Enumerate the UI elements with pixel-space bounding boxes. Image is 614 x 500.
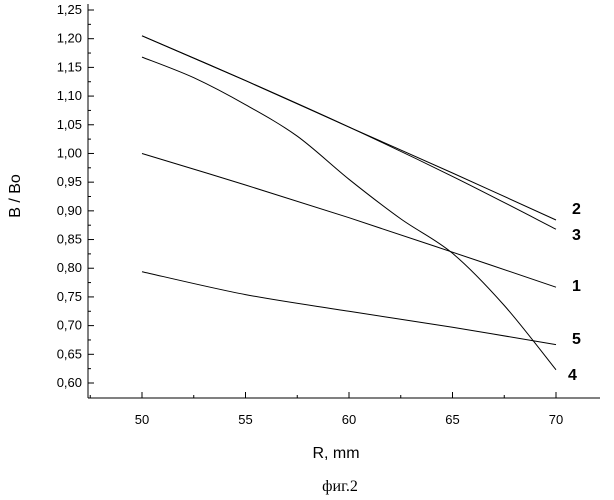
series-label-2: 2 [572, 201, 581, 218]
x-tick-label: 50 [135, 412, 149, 427]
x-tick-label: 70 [549, 412, 563, 427]
series-line-3 [142, 36, 556, 229]
series-line-5 [142, 272, 556, 345]
series-line-4 [142, 57, 556, 370]
y-tick-label: 0,60 [57, 375, 82, 390]
y-tick-label: 1,15 [57, 59, 82, 74]
series-line-1 [142, 154, 556, 288]
y-tick-label: 0,75 [57, 289, 82, 304]
series-label-3: 3 [572, 227, 581, 244]
series-lines [142, 36, 556, 370]
series-label-5: 5 [572, 331, 581, 348]
y-tick-label: 1,00 [57, 145, 82, 160]
y-tick-label: 0,65 [57, 346, 82, 361]
y-tick-label: 1,05 [57, 117, 82, 132]
axes: 0,60 0,65 0,70 0,75 0,80 0,85 0,90 0,95 1,00 1,05… [57, 2, 600, 427]
x-tick-label: 55 [238, 412, 252, 427]
y-axis-title: B / Bo [7, 174, 24, 218]
x-tick-label: 65 [445, 412, 459, 427]
y-tick-label: 1,20 [57, 31, 82, 46]
y-tick-label: 0,95 [57, 174, 82, 189]
y-tick-label: 0,70 [57, 318, 82, 333]
x-tick-label: 60 [342, 412, 356, 427]
series-label-4: 4 [568, 367, 577, 384]
series-labels: 1 2 3 4 5 [568, 201, 581, 384]
x-axis-title: R, mm [312, 445, 359, 462]
y-tick-label: 0,80 [57, 260, 82, 275]
y-tick-label: 1,10 [57, 88, 82, 103]
y-tick-label: 0,90 [57, 203, 82, 218]
y-tick-label: 1,25 [57, 2, 82, 17]
series-line-2 [142, 36, 556, 220]
figure-caption: фиг.2 [322, 478, 358, 495]
series-label-1: 1 [572, 278, 581, 295]
y-tick-label: 0,85 [57, 232, 82, 247]
